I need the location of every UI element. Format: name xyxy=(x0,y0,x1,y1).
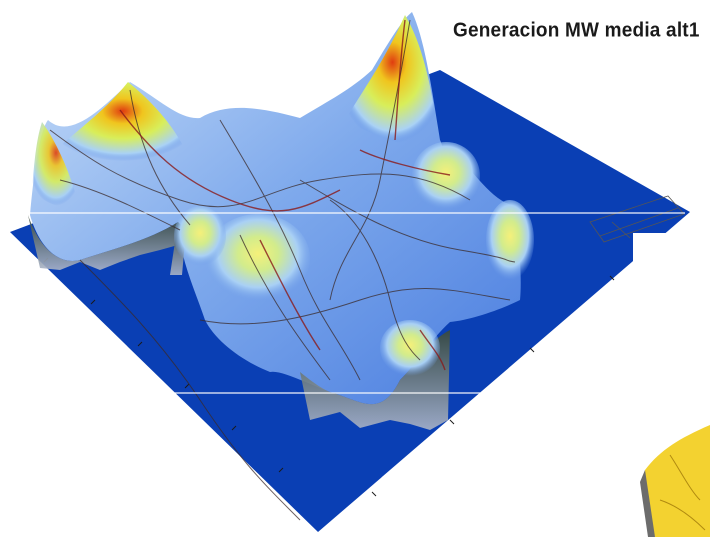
terrain-peaks xyxy=(32,15,440,210)
map-title: Generacion MW media alt1 xyxy=(453,19,700,42)
network-lines xyxy=(49,19,516,521)
yellow-terrain-fragment-icon xyxy=(640,425,710,537)
scan-lines xyxy=(24,212,685,394)
axis-ticks xyxy=(43,257,615,497)
terrain-hills xyxy=(174,142,534,376)
white-panel xyxy=(633,233,710,433)
network-lines-red xyxy=(119,19,451,371)
